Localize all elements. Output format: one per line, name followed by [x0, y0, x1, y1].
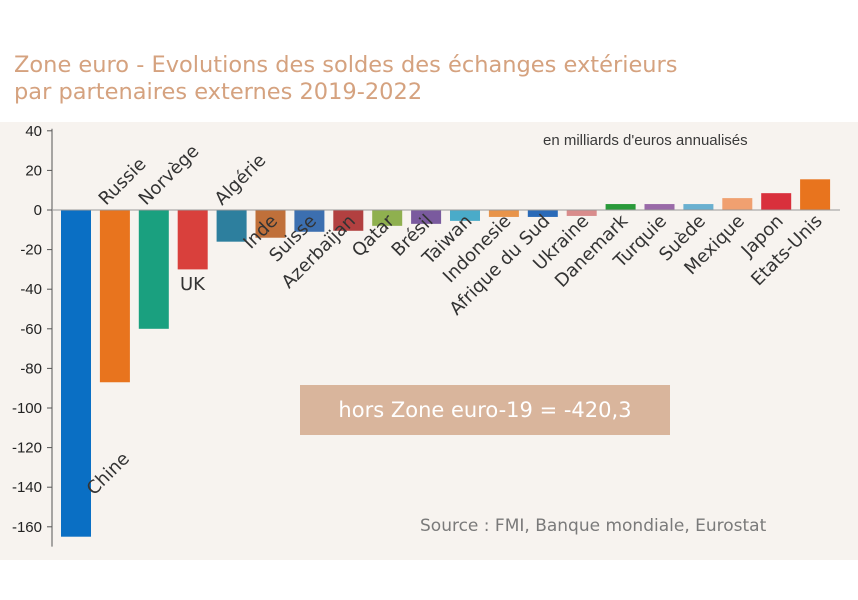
y-tick-label: -140	[12, 479, 42, 496]
y-tick-label: -100	[12, 400, 42, 417]
plot-background	[0, 122, 858, 560]
bar-indonesie	[488, 210, 519, 217]
bar-japon	[761, 193, 792, 210]
bar-mexique	[722, 198, 753, 210]
y-tick-label: -60	[20, 321, 42, 338]
bar-afrique-du-sud	[527, 210, 558, 217]
y-tick-label: 20	[25, 162, 42, 179]
bar-uk	[177, 210, 208, 270]
bar-taiwan	[450, 210, 480, 221]
bar-norv-ge	[138, 210, 169, 329]
total-callout: hors Zone euro-19 = -420,3	[300, 385, 670, 435]
y-tick-label: -20	[20, 242, 42, 259]
chart-title: Zone euro - Evolutions des soldes des éc…	[14, 52, 774, 106]
y-tick-label: -120	[12, 440, 42, 457]
y-tick-label: -80	[20, 360, 42, 377]
bar-ukraine	[566, 210, 597, 216]
category-label: Norvège	[135, 141, 204, 210]
source-note: Source : FMI, Banque mondiale, Eurostat	[420, 516, 767, 536]
bar-etats-unis	[800, 179, 831, 210]
category-label: UK	[180, 274, 206, 295]
title-line-2: par partenaires externes 2019-2022	[14, 79, 423, 105]
bar-chine	[61, 210, 91, 537]
bar-danemark	[605, 204, 636, 210]
bar-turquie	[644, 204, 675, 210]
y-tick-label: 40	[25, 123, 42, 140]
y-tick-label: 0	[34, 202, 42, 219]
bar-suisse	[294, 210, 325, 232]
bar-alg-rie	[216, 210, 247, 242]
bar-inde	[255, 210, 286, 238]
y-tick-label: -40	[20, 281, 42, 298]
category-label: Algérie	[211, 150, 271, 210]
unit-note: en milliards d'euros annualisés	[543, 132, 748, 149]
bar-br-sil	[411, 210, 442, 224]
bar-su-de	[683, 204, 714, 210]
title-line-1: Zone euro - Evolutions des soldes des éc…	[14, 52, 678, 78]
bar-qatar	[372, 210, 403, 226]
bar-azerba-jan	[333, 210, 364, 231]
y-tick-label: -160	[12, 519, 42, 536]
bar-russie	[99, 210, 130, 383]
